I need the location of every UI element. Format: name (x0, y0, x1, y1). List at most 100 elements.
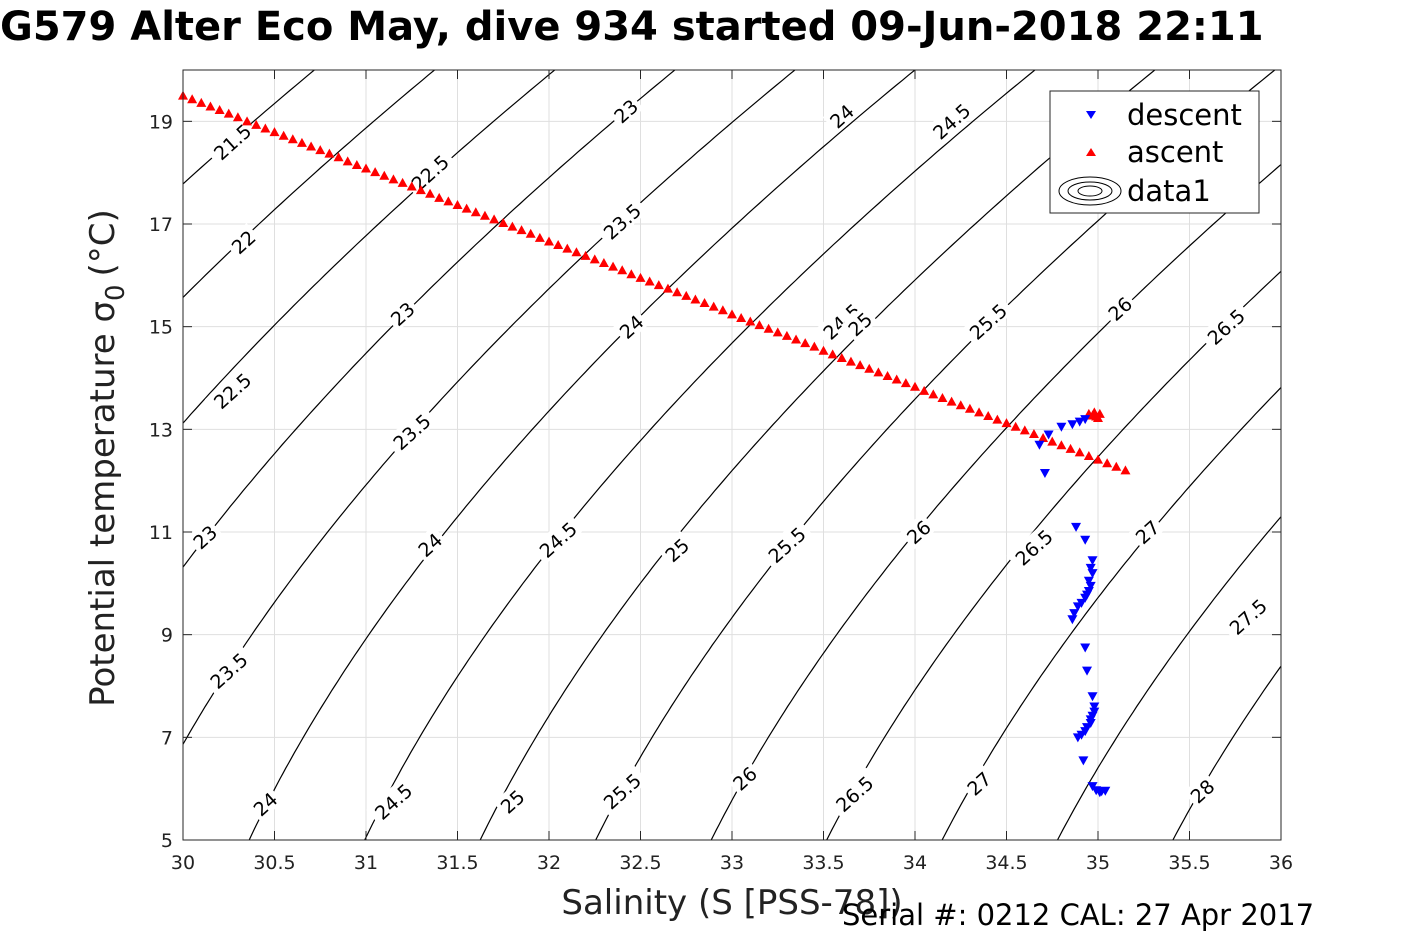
isopycnal-24 (248, 70, 916, 840)
descent-point (1080, 535, 1091, 545)
y-tick-label: 17 (149, 214, 173, 236)
ascent-point (260, 123, 271, 133)
ascent-point (937, 393, 948, 403)
ascent-point (791, 334, 802, 344)
isopycnal-23.5 (183, 70, 796, 746)
ascent-point (461, 203, 472, 213)
contour-label-bg (410, 525, 448, 563)
contour-label-bg (402, 146, 457, 198)
ascent-point (672, 287, 683, 297)
contour-label-bg (840, 305, 878, 342)
ascent-point (736, 312, 747, 322)
y-tick-label: 13 (149, 419, 173, 441)
descent-point (1071, 522, 1082, 532)
ascent-point (617, 265, 628, 275)
isopycnal-21.5 (183, 70, 316, 185)
isopycnal-26 (710, 163, 1281, 840)
ascent-point (452, 200, 463, 210)
x-tick-label: 36 (1269, 852, 1293, 874)
ascent-point (333, 152, 344, 162)
ascent-point (800, 338, 811, 348)
ascent-point (699, 298, 710, 308)
x-tick-label: 33.5 (802, 852, 844, 874)
isopycnal-27.5 (1056, 515, 1281, 840)
descent-point (1074, 417, 1085, 427)
ascent-point (470, 207, 481, 217)
ascent-point (223, 108, 234, 118)
contour-label-bg (493, 782, 531, 819)
ascent-point (983, 410, 994, 420)
descent-point (1072, 733, 1083, 743)
ascent-point (928, 389, 939, 399)
grid-lines (182, 70, 1282, 841)
ascent-point (882, 370, 893, 380)
ascent-point (1038, 433, 1049, 443)
ascent-point (1094, 408, 1105, 418)
contour-label-bg (594, 764, 649, 817)
contour-label-bg (1220, 590, 1275, 642)
ascent-point (443, 196, 454, 206)
ascent-point (772, 327, 783, 337)
ascent-point (845, 356, 856, 366)
ascent-point (232, 112, 243, 122)
contour-label-bg (205, 115, 259, 167)
ascent-point (919, 385, 930, 395)
ascent-point (525, 228, 536, 238)
ascent-point (251, 119, 262, 129)
y-tick-label: 5 (161, 830, 173, 852)
ascent-point (425, 188, 436, 198)
y-axis-ticks: 5 7 9 11 13 15 17 19 (149, 111, 1281, 852)
x-tick-label: 32 (537, 852, 561, 874)
ascent-point (242, 116, 253, 126)
contour-label-bg (827, 767, 881, 819)
x-tick-label: 34 (903, 852, 927, 874)
ascent-point (1111, 461, 1122, 471)
ascent-point (1074, 447, 1085, 457)
contour-label-bg (246, 785, 284, 822)
ascent-point (1083, 451, 1094, 461)
ascent-point (489, 214, 500, 224)
ascent-point (1102, 458, 1113, 468)
descent-point (1056, 422, 1067, 432)
ascent-point (836, 352, 847, 362)
y-tick-label: 19 (149, 111, 173, 133)
x-tick-label: 31.5 (436, 852, 478, 874)
ascent-point (653, 280, 664, 290)
descent-point (1080, 643, 1091, 653)
ascent-point (553, 240, 564, 250)
ascent-point (187, 94, 198, 104)
ascent-point (415, 185, 426, 195)
ascent-point (397, 177, 408, 187)
legend-descent-label: descent (1127, 98, 1242, 132)
descent-point (1083, 576, 1094, 586)
x-tick-label: 35 (1086, 852, 1110, 874)
ascent-point (479, 210, 490, 220)
contour-label-bg (725, 759, 763, 796)
ascent-point (562, 243, 573, 253)
ascent-point (626, 269, 637, 279)
x-tick-label: 33 (720, 852, 744, 874)
descent-point (1089, 702, 1100, 712)
ascent-point (434, 192, 445, 202)
descent-point (1080, 593, 1091, 603)
x-tick-label: 35.5 (1168, 852, 1210, 874)
ascent-point (351, 159, 362, 169)
ascent-point (873, 367, 884, 377)
descent-point (1087, 556, 1098, 566)
contour-label-bg (224, 223, 262, 260)
ascent-point (955, 400, 966, 410)
ascent-point (306, 141, 317, 151)
contour-label-bg (657, 531, 695, 568)
descent-point (1082, 666, 1093, 676)
ascent-point (1120, 465, 1131, 475)
contour-label-bg (1198, 300, 1253, 352)
ascent-point (974, 407, 985, 417)
ascent-point (370, 167, 381, 177)
ascent-point (516, 225, 527, 235)
ascent-point (809, 341, 820, 351)
ascent-point (315, 145, 326, 155)
ascent-point (910, 381, 920, 391)
isopycnal-22.5 (183, 70, 556, 424)
x-tick-label: 34.5 (985, 852, 1027, 874)
ascent-point (544, 236, 554, 246)
